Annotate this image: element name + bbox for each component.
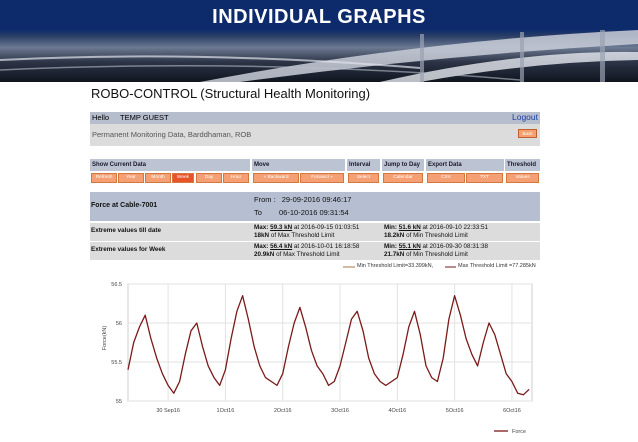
hour-button[interactable]: Hour (223, 173, 249, 183)
week-max: Max: 56.4 kN at 2016-10-01 16:18:58 20.9… (254, 243, 360, 258)
back-button[interactable]: Back (518, 129, 537, 138)
from-value: 29-09-2016 09:46:17 (281, 195, 352, 204)
backward-button[interactable]: « Backward (253, 173, 299, 183)
x-tick-label: 2Oct16 (274, 408, 292, 414)
force-chart: 56.5 56 55.5 55 30 Sep16 1Oct16 2Oct16 3Oct16 4… (102, 282, 533, 435)
forward-button[interactable]: Forward » (300, 173, 344, 183)
force-legend-label: Force (512, 429, 526, 435)
hello-label: Hello (92, 113, 110, 122)
to-label: To (254, 208, 262, 217)
extremes-till-date-row: Extreme values till date Max: 59.3 kN at… (90, 223, 540, 241)
banner: INDIVIDUAL GRAPHS (0, 0, 638, 82)
export-header: Export Data (426, 159, 504, 171)
threshold-header: Threshold (505, 159, 540, 171)
y-tick-label: 55 (116, 399, 122, 405)
y-tick-label: 56 (116, 321, 122, 327)
legend-swatches (343, 266, 456, 268)
bridge-graphic (0, 30, 638, 82)
force-title: Force at Cable-7001 (91, 202, 158, 209)
logout-link[interactable]: Logout (512, 112, 538, 122)
show-current-header: Show Current Data (90, 159, 250, 171)
till-date-min: Min: 51.6 kN at 2016-09-10 22:33:51 18.2… (384, 224, 488, 239)
csv-button[interactable]: CSV (427, 173, 465, 183)
min-threshold-label: Min Threshold Limit=33.399kN, (357, 263, 434, 269)
location-text: Permanent Monitoring Data, Barddhaman, R… (92, 130, 252, 139)
user-bar: Hello TEMP GUEST Logout (90, 112, 540, 124)
max-threshold-label: Max Threshold Limit =77.285kN (458, 263, 536, 269)
x-axis-ticks: 30 Sep16 1Oct16 2Oct16 3Oct16 4Oct16 5Oct16 6O… (156, 408, 520, 414)
extremes-week-label: Extreme values for Week (91, 246, 166, 253)
day-button[interactable]: Day (196, 173, 222, 183)
move-header: Move (252, 159, 345, 171)
till-date-max: Max: 59.3 kN at 2016-09-15 01:03:51 18kN… (254, 224, 360, 239)
x-tick-label: 5Oct16 (446, 408, 464, 414)
x-tick-label: 1Oct16 (217, 408, 235, 414)
values-button[interactable]: Values (506, 173, 539, 183)
page-title: ROBO-CONTROL (Structural Health Monitori… (91, 86, 371, 101)
user-name: TEMP GUEST (120, 113, 169, 122)
refresh-button[interactable]: Refresh (91, 173, 117, 183)
to-row: To 06-10-2016 09:31:54 (254, 208, 349, 217)
x-tick-label: 6Oct16 (503, 408, 521, 414)
x-tick-label: 3Oct16 (331, 408, 349, 414)
location-bar: Permanent Monitoring Data, Barddhaman, R… (90, 124, 540, 146)
banner-title: INDIVIDUAL GRAPHS (212, 6, 426, 28)
year-button[interactable]: Year (118, 173, 144, 183)
to-value: 06-10-2016 09:31:54 (279, 208, 349, 217)
x-tick-label: 4Oct16 (388, 408, 406, 414)
x-tick-label: 30 Sep16 (156, 408, 180, 414)
y-tick-label: 55.5 (111, 360, 122, 366)
calendar-button[interactable]: Calendar (383, 173, 423, 183)
y-tick-label: 56.5 (111, 282, 122, 288)
extremes-week-row: Extreme values for Week Max: 56.4 kN at … (90, 242, 540, 260)
interval-header: Interval (347, 159, 380, 171)
jump-header: Jump to Day (382, 159, 424, 171)
week-button[interactable]: Week (172, 173, 194, 183)
week-min: Min: 55.1 kN at 2016-09-30 08:31:38 21.7… (384, 243, 488, 258)
force-series-line (127, 295, 530, 396)
from-row: From : 29-09-2016 09:46:17 (254, 195, 351, 204)
y-axis-ticks: 56.5 56 55.5 55 (111, 282, 122, 405)
chart-grid (127, 283, 533, 402)
txt-button[interactable]: TXT (466, 173, 503, 183)
select-button[interactable]: Select (348, 173, 379, 183)
extremes-till-date-label: Extreme values till date (91, 227, 161, 234)
y-axis-label: Force(kN) (102, 326, 108, 351)
from-label: From : (254, 195, 276, 204)
month-button[interactable]: Month (145, 173, 171, 183)
force-panel: Force at Cable-7001 From : 29-09-2016 09… (90, 192, 540, 221)
